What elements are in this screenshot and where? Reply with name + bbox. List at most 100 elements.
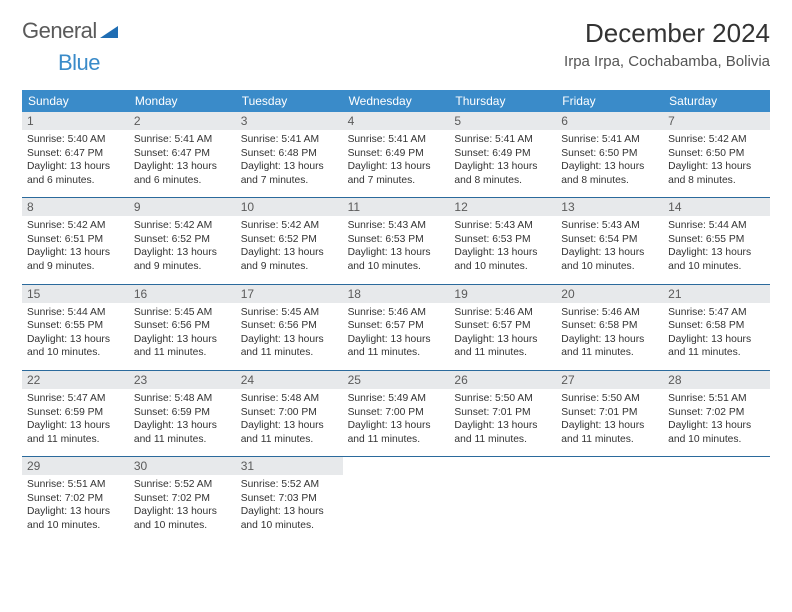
day-details: Sunrise: 5:40 AMSunset: 6:47 PMDaylight:… bbox=[22, 130, 129, 187]
sunset-line: Sunset: 7:01 PM bbox=[561, 406, 658, 420]
sunrise-line: Sunrise: 5:42 AM bbox=[27, 219, 124, 233]
day-details: Sunrise: 5:41 AMSunset: 6:48 PMDaylight:… bbox=[236, 130, 343, 187]
daylight-line: Daylight: 13 hours and 10 minutes. bbox=[27, 505, 124, 532]
brand-part1: General bbox=[22, 18, 97, 44]
sunset-line: Sunset: 6:53 PM bbox=[348, 233, 445, 247]
day-details: Sunrise: 5:44 AMSunset: 6:55 PMDaylight:… bbox=[663, 216, 770, 273]
day-details: Sunrise: 5:49 AMSunset: 7:00 PMDaylight:… bbox=[343, 389, 450, 446]
weeks-container: 1Sunrise: 5:40 AMSunset: 6:47 PMDaylight… bbox=[22, 112, 770, 533]
dayname-wednesday: Wednesday bbox=[343, 90, 450, 112]
day-number: 3 bbox=[236, 112, 343, 130]
day-number: 25 bbox=[343, 371, 450, 389]
daylight-line: Daylight: 13 hours and 10 minutes. bbox=[27, 333, 124, 360]
day-number: 22 bbox=[22, 371, 129, 389]
sunset-line: Sunset: 6:51 PM bbox=[27, 233, 124, 247]
dayname-monday: Monday bbox=[129, 90, 236, 112]
day-details: Sunrise: 5:43 AMSunset: 6:53 PMDaylight:… bbox=[343, 216, 450, 273]
calendar-cell: 2Sunrise: 5:41 AMSunset: 6:47 PMDaylight… bbox=[129, 112, 236, 187]
title-block: December 2024 Irpa Irpa, Cochabamba, Bol… bbox=[564, 18, 770, 70]
day-details: Sunrise: 5:52 AMSunset: 7:03 PMDaylight:… bbox=[236, 475, 343, 532]
sunrise-line: Sunrise: 5:51 AM bbox=[668, 392, 765, 406]
brand-triangle-icon bbox=[100, 24, 118, 41]
day-number: 29 bbox=[22, 457, 129, 475]
calendar-cell: 11Sunrise: 5:43 AMSunset: 6:53 PMDayligh… bbox=[343, 198, 450, 273]
calendar-cell: 25Sunrise: 5:49 AMSunset: 7:00 PMDayligh… bbox=[343, 371, 450, 446]
calendar-cell: 8 Sunrise: 5:42 AMSunset: 6:51 PMDaylight… bbox=[22, 198, 129, 273]
daylight-line: Daylight: 13 hours and 8 minutes. bbox=[454, 160, 551, 187]
sunset-line: Sunset: 7:00 PM bbox=[348, 406, 445, 420]
calendar-cell: 12Sunrise: 5:43 AMSunset: 6:53 PMDayligh… bbox=[449, 198, 556, 273]
daylight-line: Daylight: 13 hours and 7 minutes. bbox=[348, 160, 445, 187]
calendar-cell: 30Sunrise: 5:52 AMSunset: 7:02 PMDayligh… bbox=[129, 457, 236, 532]
day-number: 13 bbox=[556, 198, 663, 216]
dayname-sunday: Sunday bbox=[22, 90, 129, 112]
sunrise-line: Sunrise: 5:41 AM bbox=[561, 133, 658, 147]
calendar-cell: 4Sunrise: 5:41 AMSunset: 6:49 PMDaylight… bbox=[343, 112, 450, 187]
day-details: Sunrise: 5:52 AMSunset: 7:02 PMDaylight:… bbox=[129, 475, 236, 532]
day-details: Sunrise: 5:48 AMSunset: 7:00 PMDaylight:… bbox=[236, 389, 343, 446]
day-number: 12 bbox=[449, 198, 556, 216]
sunset-line: Sunset: 7:01 PM bbox=[454, 406, 551, 420]
sunset-line: Sunset: 7:02 PM bbox=[668, 406, 765, 420]
sunrise-line: Sunrise: 5:46 AM bbox=[348, 306, 445, 320]
calendar-cell: 6Sunrise: 5:41 AMSunset: 6:50 PMDaylight… bbox=[556, 112, 663, 187]
day-details: Sunrise: 5:46 AMSunset: 6:57 PMDaylight:… bbox=[343, 303, 450, 360]
sunset-line: Sunset: 6:58 PM bbox=[668, 319, 765, 333]
sunrise-line: Sunrise: 5:41 AM bbox=[241, 133, 338, 147]
day-details: Sunrise: 5:41 AMSunset: 6:50 PMDaylight:… bbox=[556, 130, 663, 187]
daylight-line: Daylight: 13 hours and 11 minutes. bbox=[241, 333, 338, 360]
sunrise-line: Sunrise: 5:47 AM bbox=[27, 392, 124, 406]
daylight-line: Daylight: 13 hours and 11 minutes. bbox=[348, 419, 445, 446]
calendar-cell: 26Sunrise: 5:50 AMSunset: 7:01 PMDayligh… bbox=[449, 371, 556, 446]
daylight-line: Daylight: 13 hours and 11 minutes. bbox=[241, 419, 338, 446]
calendar-cell: 5Sunrise: 5:41 AMSunset: 6:49 PMDaylight… bbox=[449, 112, 556, 187]
daylight-line: Daylight: 13 hours and 9 minutes. bbox=[241, 246, 338, 273]
sunset-line: Sunset: 6:57 PM bbox=[348, 319, 445, 333]
daylight-line: Daylight: 13 hours and 11 minutes. bbox=[134, 419, 231, 446]
week-row: 8Sunrise: 5:42 AMSunset: 6:51 PMDaylight… bbox=[22, 197, 770, 273]
day-details: Sunrise: 5:47 AMSunset: 6:58 PMDaylight:… bbox=[663, 303, 770, 360]
sunrise-line: Sunrise: 5:52 AM bbox=[134, 478, 231, 492]
sunrise-line: Sunrise: 5:43 AM bbox=[454, 219, 551, 233]
calendar-cell bbox=[449, 457, 556, 532]
day-number: 24 bbox=[236, 371, 343, 389]
day-details: Sunrise: 5:45 AMSunset: 6:56 PMDaylight:… bbox=[129, 303, 236, 360]
daylight-line: Daylight: 13 hours and 11 minutes. bbox=[134, 333, 231, 360]
sunrise-line: Sunrise: 5:42 AM bbox=[134, 219, 231, 233]
sunset-line: Sunset: 7:00 PM bbox=[241, 406, 338, 420]
daylight-line: Daylight: 13 hours and 8 minutes. bbox=[668, 160, 765, 187]
sunset-line: Sunset: 6:49 PM bbox=[454, 147, 551, 161]
day-number: 8 bbox=[22, 198, 129, 216]
sunset-line: Sunset: 7:02 PM bbox=[27, 492, 124, 506]
day-number: 18 bbox=[343, 285, 450, 303]
calendar-cell bbox=[556, 457, 663, 532]
dayname-row: SundayMondayTuesdayWednesdayThursdayFrid… bbox=[22, 90, 770, 112]
calendar-cell: 29Sunrise: 5:51 AMSunset: 7:02 PMDayligh… bbox=[22, 457, 129, 532]
daylight-line: Daylight: 13 hours and 11 minutes. bbox=[454, 419, 551, 446]
week-row: 22Sunrise: 5:47 AMSunset: 6:59 PMDayligh… bbox=[22, 370, 770, 446]
sunrise-line: Sunrise: 5:46 AM bbox=[561, 306, 658, 320]
day-number: 28 bbox=[663, 371, 770, 389]
sunrise-line: Sunrise: 5:48 AM bbox=[241, 392, 338, 406]
calendar-cell: 15Sunrise: 5:44 AMSunset: 6:55 PMDayligh… bbox=[22, 285, 129, 360]
day-details: Sunrise: 5:43 AMSunset: 6:54 PMDaylight:… bbox=[556, 216, 663, 273]
dayname-tuesday: Tuesday bbox=[236, 90, 343, 112]
day-details: Sunrise: 5:44 AMSunset: 6:55 PMDaylight:… bbox=[22, 303, 129, 360]
sunset-line: Sunset: 6:56 PM bbox=[134, 319, 231, 333]
daylight-line: Daylight: 13 hours and 10 minutes. bbox=[134, 505, 231, 532]
sunset-line: Sunset: 6:49 PM bbox=[348, 147, 445, 161]
sunset-line: Sunset: 6:55 PM bbox=[668, 233, 765, 247]
sunset-line: Sunset: 6:54 PM bbox=[561, 233, 658, 247]
calendar-cell: 24Sunrise: 5:48 AMSunset: 7:00 PMDayligh… bbox=[236, 371, 343, 446]
day-number: 9 bbox=[129, 198, 236, 216]
calendar: SundayMondayTuesdayWednesdayThursdayFrid… bbox=[22, 90, 770, 533]
daylight-line: Daylight: 13 hours and 6 minutes. bbox=[27, 160, 124, 187]
sunrise-line: Sunrise: 5:43 AM bbox=[348, 219, 445, 233]
day-number: 21 bbox=[663, 285, 770, 303]
sunset-line: Sunset: 7:02 PM bbox=[134, 492, 231, 506]
day-number: 5 bbox=[449, 112, 556, 130]
sunrise-line: Sunrise: 5:46 AM bbox=[454, 306, 551, 320]
calendar-cell bbox=[663, 457, 770, 532]
daylight-line: Daylight: 13 hours and 9 minutes. bbox=[27, 246, 124, 273]
sunrise-line: Sunrise: 5:42 AM bbox=[668, 133, 765, 147]
